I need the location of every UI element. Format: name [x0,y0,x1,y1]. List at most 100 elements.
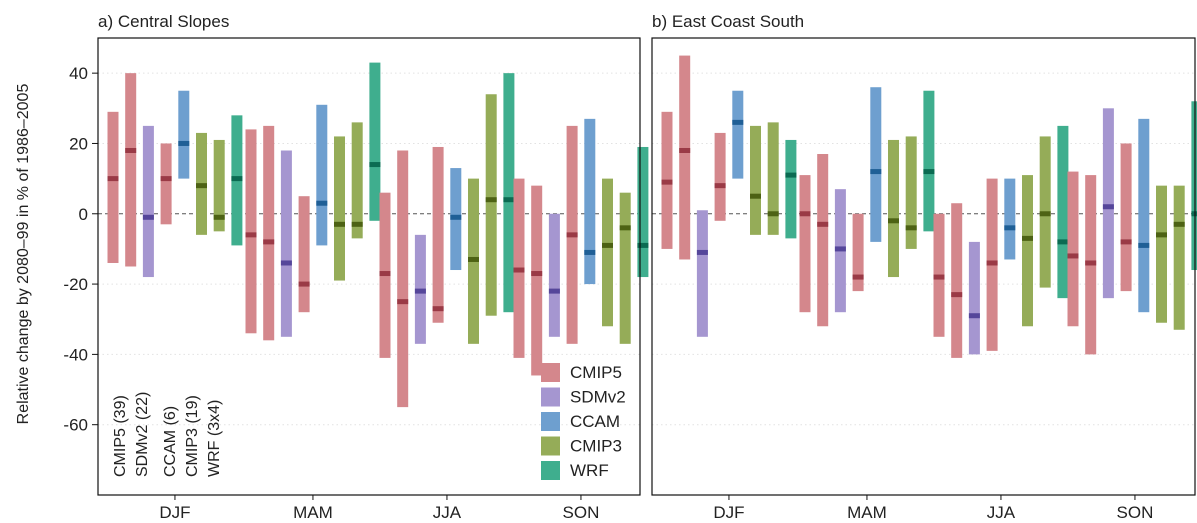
range-bar-cmip5 [531,185,543,376]
range-bar-ccam [316,104,328,246]
range-bar-sdmv2 [968,241,980,355]
range-bar-cmip5 [679,55,691,260]
median-mark-cmip3 [1022,235,1033,241]
median-mark-sdmv2 [548,288,560,294]
range-bar-cmip5 [951,203,963,358]
range-bar-cmip5 [714,132,726,221]
model-count-label: CMIP3 (19) [184,395,201,477]
range-bar-cmip3 [1173,185,1185,330]
median-mark-cmip3 [334,221,345,227]
range-bar-ccam [732,90,744,179]
median-mark-sdmv2 [280,260,292,266]
median-mark-ccam [732,119,744,125]
median-mark-cmip5 [933,274,945,280]
median-mark-cmip3 [888,218,899,224]
legend: CMIP5 SDMv2 CCAM CMIP3 WRF [541,363,626,480]
median-mark-cmip5 [125,147,137,153]
range-bar-ccam [584,118,596,285]
plot-frame [97,37,641,496]
range-bar-sdmv2 [696,210,708,337]
range-bar-cmip3 [334,136,345,281]
y-tick-label: -40 [63,345,88,364]
median-mark-cmip5 [245,232,257,238]
range-bar-sdmv2 [1102,108,1114,299]
range-bar-cmip5 [852,213,864,292]
range-bar-cmip5 [125,73,137,267]
x-tick-label: DJF [159,503,190,522]
range-bar-cmip5 [298,196,310,313]
range-bar-cmip5 [817,154,829,327]
median-mark-ccam [584,249,596,255]
median-mark-cmip5 [986,260,998,266]
median-mark-cmip5 [566,232,578,238]
range-bar-cmip3 [602,178,613,327]
range-bar-ccam [1138,118,1150,313]
range-bar-cmip5 [799,175,811,313]
range-bar-sdmv2 [280,150,292,337]
range-bar-cmip3 [767,122,779,235]
range-bar-cmip5 [397,150,409,408]
range-bar-ccam [870,87,882,242]
median-mark-cmip3 [602,242,613,248]
range-bar-wrf [369,62,381,221]
range-bar-cmip5 [107,111,119,263]
median-mark-cmip5 [1120,239,1132,245]
range-bar-cmip5 [1120,143,1132,292]
median-mark-cmip3 [485,197,497,203]
range-bar-cmip3 [1022,175,1033,327]
legend-label-wrf: WRF [570,461,609,480]
median-mark-cmip5 [799,211,811,217]
x-tick-label: JJA [987,503,1016,522]
range-bar-wrf [1057,125,1069,299]
median-mark-cmip5 [263,239,275,245]
median-mark-cmip3 [213,214,225,220]
x-tick-label: SON [1117,503,1154,522]
range-bar-ccam [178,90,190,179]
legend-label-ccam: CCAM [570,412,620,431]
legend-swatch-cmip3 [541,436,560,456]
median-mark-sdmv2 [1102,204,1114,210]
legend-swatch-sdmv2 [541,387,560,407]
median-mark-cmip5 [397,299,409,305]
median-mark-ccam [1004,225,1016,231]
model-count-label: WRF (3x4) [206,400,223,477]
median-mark-cmip3 [905,225,917,231]
legend-swatch-cmip5 [541,363,560,382]
range-bar-sdmv2 [548,213,560,337]
median-mark-sdmv2 [414,288,426,294]
median-mark-cmip3 [767,211,779,217]
x-tick-label: DJF [713,503,744,522]
range-bar-cmip3 [351,122,363,239]
median-mark-cmip5 [661,179,673,185]
median-mark-cmip5 [817,221,829,227]
legend-swatch-ccam [541,412,560,431]
median-mark-cmip5 [107,176,119,182]
median-mark-cmip5 [432,306,444,312]
range-bar-cmip5 [432,146,444,323]
x-tick-label: SON [563,503,600,522]
median-mark-wrf [503,197,515,203]
range-bar-cmip3 [905,136,917,249]
median-mark-wrf [785,172,797,178]
median-mark-sdmv2 [968,313,980,319]
panel-title-b: b) East Coast South [652,12,804,31]
median-mark-ccam [450,214,462,220]
range-bar-cmip5 [160,143,172,225]
median-mark-cmip3 [196,183,207,189]
median-mark-wrf [637,242,649,248]
model-count-label: CCAM (6) [162,406,179,477]
median-mark-cmip3 [1156,232,1167,238]
median-mark-cmip5 [951,292,963,298]
range-bar-cmip5 [1067,171,1079,327]
median-mark-cmip3 [468,256,479,262]
median-mark-wrf [231,176,243,182]
range-bar-wrf [637,146,649,278]
range-bar-cmip3 [1156,185,1167,323]
legend-label-sdmv2: SDMv2 [570,388,626,407]
y-tick-label: -20 [63,275,88,294]
y-ticks: -60 -40 -20 0 20 40 [63,64,98,435]
range-bar-wrf [785,139,797,239]
legend-swatch-wrf [541,461,560,480]
plot-frame [651,37,1196,496]
range-bar-cmip3 [750,125,761,235]
